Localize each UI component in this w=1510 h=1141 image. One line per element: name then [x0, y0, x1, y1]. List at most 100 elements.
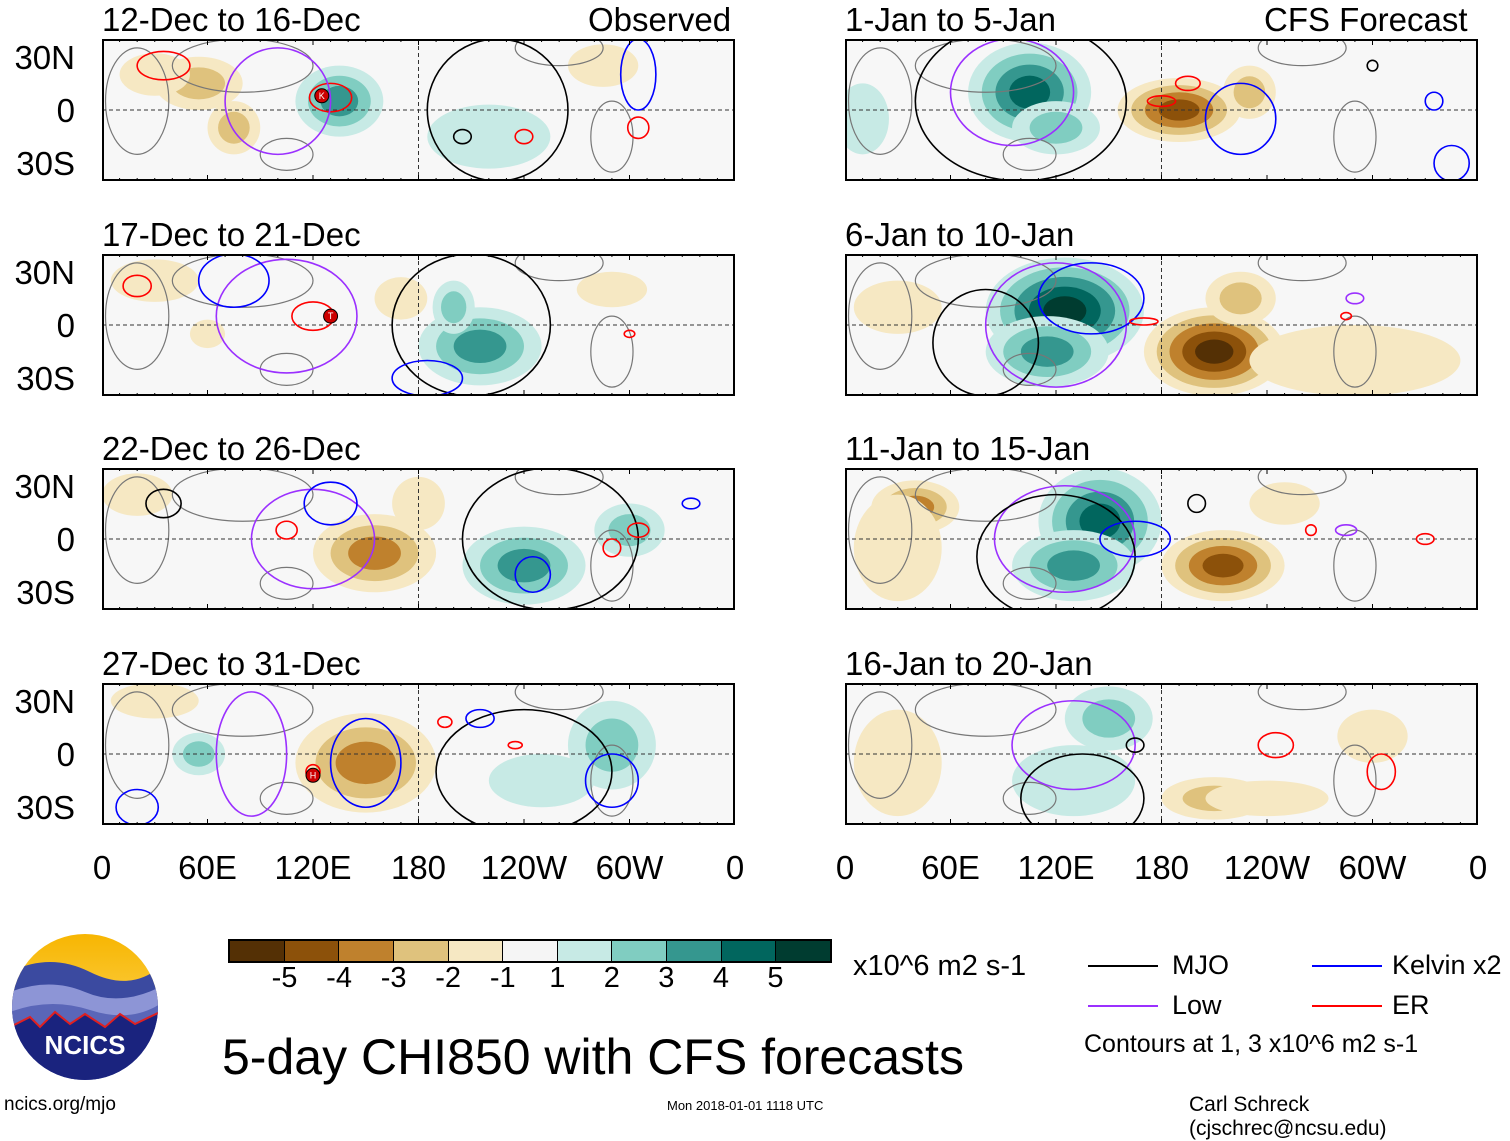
- mjo-contour: [914, 39, 1128, 181]
- kelvin-contour: [1424, 91, 1444, 111]
- colorbar-swatch: [667, 941, 722, 961]
- anomaly-shading: [110, 259, 199, 302]
- coastline: [171, 39, 314, 93]
- anomaly-shading: [488, 754, 595, 808]
- coastline: [847, 262, 913, 370]
- legend-er: ER: [1392, 990, 1430, 1020]
- legend-kelvin: Kelvin x2: [1392, 950, 1502, 980]
- er-contour: [623, 329, 636, 339]
- coastline: [171, 468, 314, 522]
- kelvin-contour: [1204, 82, 1277, 156]
- low-contour: [949, 39, 1075, 147]
- coastline: [1333, 315, 1377, 388]
- storm-label: K: [319, 91, 325, 101]
- map-frame: [845, 683, 1478, 825]
- anomaly-shading: [1337, 709, 1408, 763]
- map-panel: T: [102, 254, 735, 396]
- low-contour: [224, 47, 332, 156]
- contour-note: Contours at 1, 3 x10^6 m2 s-1: [1084, 1030, 1419, 1058]
- storm-icon: [305, 767, 321, 783]
- map-panel: [845, 683, 1478, 825]
- er-contour: [1340, 311, 1353, 321]
- coastline: [847, 476, 913, 584]
- er-contour: [1304, 523, 1318, 537]
- coastline: [171, 683, 314, 737]
- logo-text: NCICS: [45, 1030, 126, 1060]
- colorbar-swatch: [503, 941, 558, 961]
- kelvin-contour: [197, 254, 270, 309]
- figure-title: 5-day CHI850 with CFS forecasts: [222, 1029, 964, 1085]
- coastline: [104, 262, 170, 370]
- er-contour: [136, 50, 191, 81]
- lon-label: 120W: [480, 849, 568, 886]
- coastline: [514, 683, 604, 711]
- coastline: [847, 47, 913, 155]
- coastline: [590, 315, 634, 388]
- kelvin-contour: [303, 481, 358, 526]
- colorbar-tick: -5: [271, 962, 298, 994]
- colorbar-tick: 3: [658, 962, 675, 994]
- lat-label: 0: [56, 521, 75, 558]
- anomaly-shading: [218, 111, 250, 144]
- mjo-contour: [932, 288, 1040, 396]
- anomaly-shading: [1205, 780, 1329, 817]
- low-contour: [993, 484, 1136, 594]
- map-frame: [845, 254, 1478, 396]
- coastline: [1333, 100, 1377, 173]
- anomaly-shading: [608, 514, 651, 547]
- map-panel: [845, 39, 1478, 181]
- coastline: [104, 47, 170, 155]
- colorbar-swatch: [230, 941, 285, 961]
- lon-label: 0: [1468, 849, 1488, 886]
- kelvin-contour: [619, 39, 657, 111]
- colorbar-tick: -4: [326, 962, 352, 994]
- lat-label: 30N: [14, 683, 75, 720]
- lat-label: 30S: [16, 145, 75, 182]
- coastline: [914, 39, 1057, 93]
- kelvin-contour: [391, 359, 464, 396]
- lat-label: 30N: [14, 468, 75, 505]
- low-contour: [215, 691, 288, 817]
- legend-er-line: [1312, 1005, 1382, 1007]
- er-contour: [1174, 75, 1201, 92]
- er-contour: [1257, 731, 1295, 759]
- coastline: [590, 744, 634, 817]
- coastline: [1333, 744, 1377, 817]
- coastline: [514, 468, 604, 496]
- coastline: [1002, 352, 1057, 386]
- er-contour: [507, 740, 524, 750]
- map-panel: [845, 468, 1478, 610]
- coastline: [104, 691, 170, 799]
- map-frame: [102, 683, 735, 825]
- anomaly-shading: [853, 494, 942, 602]
- lat-label: 30S: [16, 574, 75, 611]
- colorbar-tick: 4: [712, 962, 729, 994]
- colorbar-swatch: [284, 941, 340, 961]
- colorbar-tick: -1: [489, 962, 516, 994]
- colorbar-swatch: [557, 941, 613, 961]
- map-frame: [845, 468, 1478, 610]
- anomaly-shading: [1195, 339, 1234, 364]
- anomaly-shading: [119, 53, 190, 96]
- coastline: [1257, 39, 1347, 67]
- anomaly-shading: [1082, 699, 1136, 738]
- anomaly-shading: [497, 548, 551, 583]
- lon-label: 120E: [1017, 849, 1095, 886]
- anomaly-shading: [374, 277, 428, 320]
- mjo-contour: [426, 39, 569, 181]
- lat-label: 30N: [14, 254, 75, 291]
- kelvin-contour: [514, 555, 552, 594]
- mjo-contour: [452, 128, 473, 145]
- lat-label: 0: [56, 307, 75, 344]
- site-url[interactable]: ncics.org/mjo: [4, 1094, 116, 1115]
- legend-kelvin-line: [1312, 965, 1382, 967]
- coastline: [514, 254, 604, 282]
- panel-title: 12-Dec to 16-Dec: [102, 1, 361, 38]
- kelvin-contour: [465, 708, 495, 729]
- er-contour: [275, 520, 298, 540]
- colorbar-units: x10^6 m2 s-1: [853, 950, 1027, 982]
- low-contour: [215, 258, 358, 374]
- er-contour: [122, 274, 153, 298]
- forecast-label: CFS Forecast: [1264, 1, 1468, 38]
- er-contour: [1129, 317, 1159, 326]
